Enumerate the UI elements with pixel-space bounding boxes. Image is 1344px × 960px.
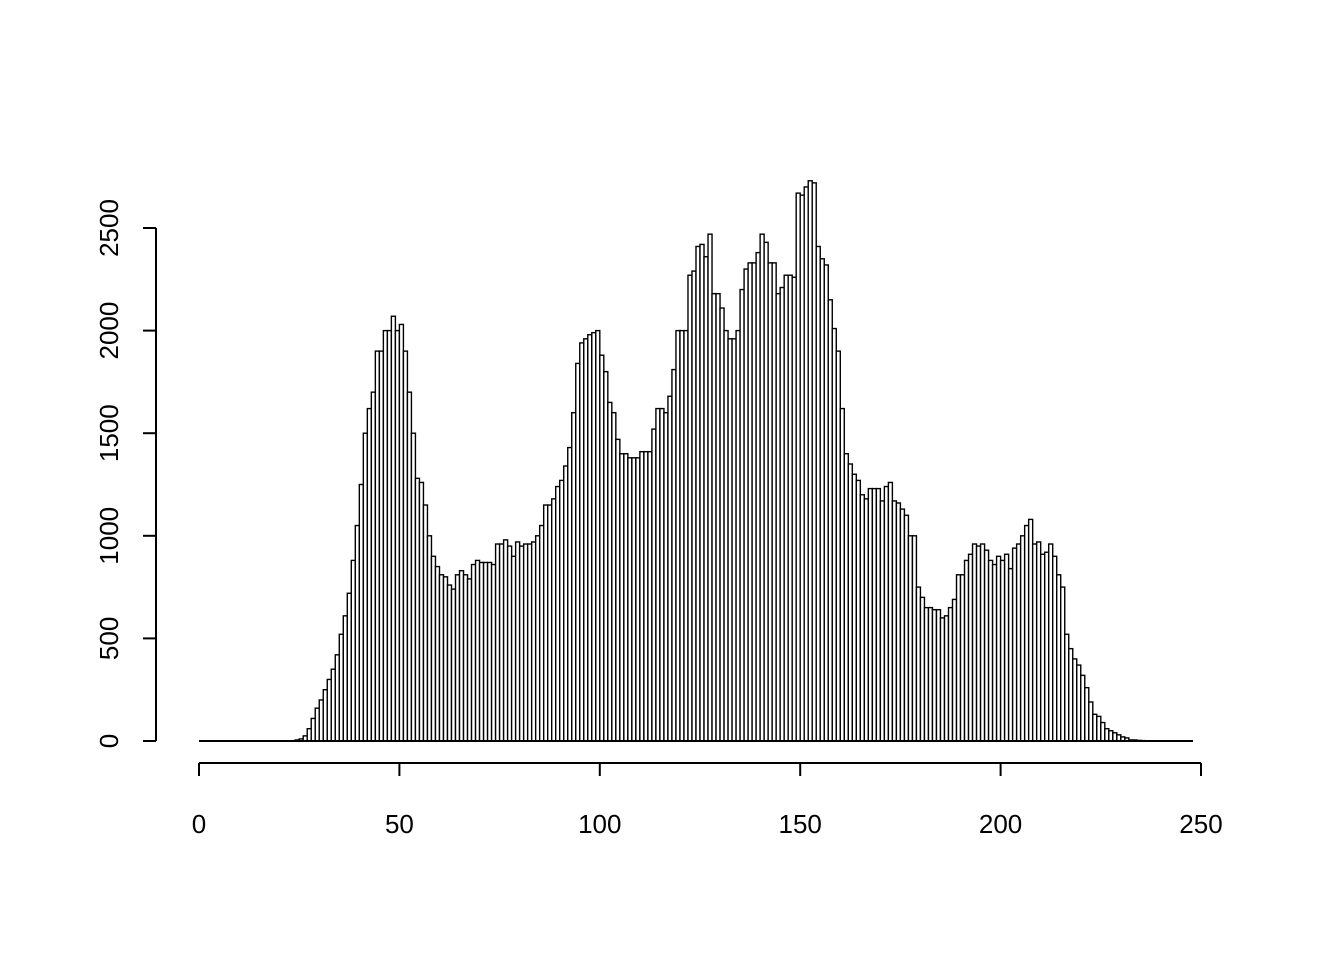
x-tick-label: 150: [779, 809, 822, 839]
y-tick-label: 0: [94, 734, 124, 748]
y-tick-label: 2000: [94, 302, 124, 360]
x-axis: 0 50 100 150 200 250: [192, 762, 1223, 839]
x-tick-label: 0: [192, 809, 206, 839]
y-tick-label: 1500: [94, 404, 124, 462]
y-axis: 0 500 1000 1500 2000 2500: [94, 199, 157, 748]
x-tick-label: 200: [979, 809, 1022, 839]
y-tick-label: 500: [94, 617, 124, 660]
x-tick-label: 250: [1179, 809, 1222, 839]
bars-group: [294, 180, 1146, 742]
y-tick-label: 2500: [94, 199, 124, 257]
y-tick-label: 1000: [94, 507, 124, 565]
x-tick-label: 100: [578, 809, 621, 839]
x-tick-label: 50: [385, 809, 414, 839]
